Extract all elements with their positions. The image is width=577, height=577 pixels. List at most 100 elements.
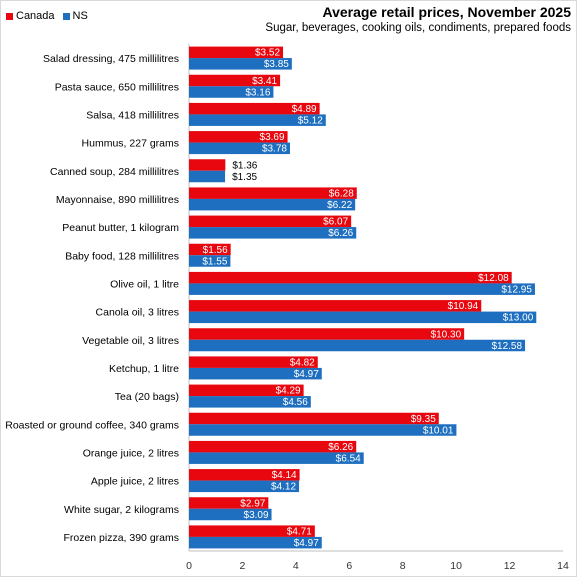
- data-label-ns: $12.58: [491, 341, 522, 352]
- bar-ns: [189, 480, 300, 493]
- category-label: Mayonnaise, 890 millilitres: [56, 194, 179, 206]
- data-label-canada: $3.41: [252, 76, 277, 87]
- bar-ns: [189, 311, 537, 324]
- bar-ns: [189, 86, 274, 98]
- bar-canada: [189, 159, 226, 171]
- bar-ns: [189, 508, 272, 521]
- bar-canada: [189, 328, 465, 340]
- data-label-ns: $1.55: [202, 256, 227, 267]
- data-label-canada: $6.07: [323, 217, 348, 228]
- bar-canada: [189, 131, 288, 143]
- bar-ns: [189, 58, 292, 70]
- data-label-canada: $1.36: [232, 160, 257, 171]
- category-label: Canola oil, 3 litres: [96, 307, 179, 319]
- category-label: Orange juice, 2 litres: [83, 447, 179, 459]
- bar-canada: [189, 412, 439, 425]
- data-label-canada: $12.08: [478, 273, 509, 284]
- chart-subtitle: Sugar, beverages, cooking oils, condimen…: [265, 22, 571, 34]
- data-label-ns: $4.97: [294, 538, 319, 549]
- data-label-canada: $10.30: [431, 329, 462, 340]
- bar-ns: [189, 536, 322, 549]
- data-label-canada: $4.14: [272, 470, 297, 481]
- data-label-canada: $1.56: [203, 245, 228, 256]
- bar-canada: [189, 102, 320, 115]
- category-label: Hummus, 227 grams: [82, 138, 179, 150]
- data-label-canada: $4.71: [287, 526, 312, 537]
- bar-canada: [189, 497, 269, 509]
- data-label-ns: $10.01: [423, 425, 454, 436]
- legend-item-canada: Canada: [6, 10, 55, 22]
- x-tick-label: 14: [557, 560, 569, 572]
- legend-swatch-canada: [6, 12, 13, 20]
- category-label: Pasta sauce, 650 millilitres: [55, 81, 179, 93]
- data-label-canada: $10.94: [448, 301, 479, 312]
- data-label-canada: $4.29: [276, 386, 301, 397]
- bar-canada: [189, 46, 284, 59]
- category-label: White sugar, 2 kilograms: [64, 504, 179, 516]
- data-label-ns: $4.97: [294, 369, 319, 380]
- category-label: Peanut butter, 1 kilogram: [62, 222, 179, 234]
- bar-ns: [189, 339, 526, 352]
- category-label: Frozen pizza, 390 grams: [63, 532, 179, 544]
- bar-ns: [189, 367, 322, 380]
- data-label-ns: $3.85: [264, 59, 289, 70]
- bar-canada: [189, 440, 357, 453]
- bar-ns: [189, 142, 290, 155]
- bar-ns: [189, 198, 356, 211]
- x-tick-label: 10: [450, 560, 462, 572]
- category-label: Tea (20 bags): [115, 391, 179, 403]
- category-label: Salsa, 418 millilitres: [86, 109, 179, 121]
- bar-ns: [189, 227, 357, 239]
- data-label-canada: $3.52: [255, 48, 280, 59]
- x-tick-label: 2: [240, 560, 246, 572]
- category-label: Baby food, 128 millilitres: [65, 250, 179, 262]
- data-label-canada: $9.35: [411, 414, 436, 425]
- legend-label-canada: Canada: [16, 10, 55, 22]
- data-label-ns: $4.56: [283, 397, 308, 408]
- category-label: Olive oil, 1 litre: [110, 278, 179, 290]
- bar-ns: [189, 424, 457, 436]
- category-label: Salad dressing, 475 millilitres: [43, 53, 179, 65]
- data-label-ns: $4.12: [271, 482, 296, 493]
- data-label-ns: $6.26: [328, 228, 353, 239]
- x-tick-label: 8: [400, 560, 406, 572]
- data-label-ns: $5.12: [298, 115, 323, 126]
- data-label-ns: $12.95: [501, 284, 532, 295]
- data-label-ns: $3.16: [245, 87, 270, 98]
- data-label-canada: $4.89: [292, 104, 317, 115]
- data-label-ns: $3.09: [244, 510, 269, 521]
- x-tick-label: 12: [504, 560, 516, 572]
- bar-ns: [189, 452, 364, 464]
- x-tick-label: 6: [346, 560, 352, 572]
- bar-ns: [189, 255, 231, 267]
- bar-ns: [189, 114, 326, 126]
- legend-item-ns: NS: [62, 10, 88, 22]
- legend: Canada NS: [6, 10, 96, 22]
- legend-label-ns: NS: [72, 10, 88, 22]
- bar-canada: [189, 187, 357, 199]
- bar-ns: [189, 283, 535, 295]
- bar-canada: [189, 469, 300, 481]
- data-label-ns: $6.54: [336, 453, 361, 464]
- category-label: Roasted or ground coffee, 340 grams: [5, 419, 179, 431]
- data-label-ns: $6.22: [327, 200, 352, 211]
- data-label-canada: $6.28: [329, 188, 354, 199]
- data-label-ns: $3.78: [262, 144, 287, 155]
- category-label: Canned soup, 284 millilitres: [50, 166, 179, 178]
- bar-canada: [189, 525, 315, 537]
- data-label-canada: $2.97: [240, 498, 265, 509]
- chart-title: Average retail prices, November 2025: [322, 4, 571, 20]
- data-label-canada: $6.26: [328, 442, 353, 453]
- bar-canada: [189, 271, 512, 284]
- bar-canada: [189, 243, 231, 256]
- bar-canada: [189, 300, 482, 312]
- category-label: Ketchup, 1 litre: [109, 363, 179, 375]
- bar-canada: [189, 384, 304, 397]
- bar-canada: [189, 74, 281, 87]
- bar-canada: [189, 356, 318, 368]
- data-label-canada: $3.69: [260, 132, 285, 143]
- bar-ns: [189, 396, 311, 408]
- bar-ns: [189, 170, 226, 183]
- x-tick-label: 4: [293, 560, 299, 572]
